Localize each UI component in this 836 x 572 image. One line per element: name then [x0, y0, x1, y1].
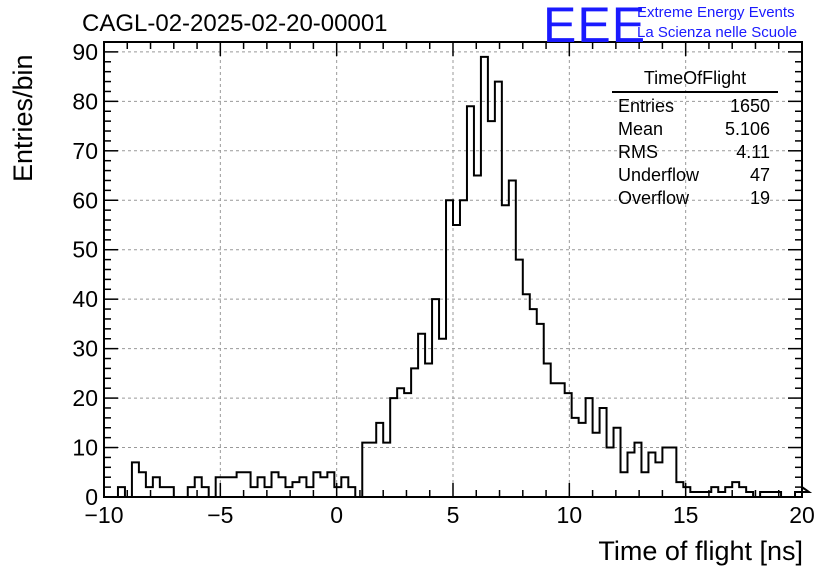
y-tick-label: 40 [72, 286, 98, 312]
stats-value: 47 [749, 165, 770, 185]
stats-box: TimeOfFlight Entries 1650 Mean 5.106 RMS… [612, 68, 778, 210]
stats-label: Mean [618, 119, 664, 139]
y-tick-label: 10 [72, 435, 98, 461]
y-axis-label: Entries/bin [8, 54, 38, 182]
stats-row: Underflow 47 [612, 164, 778, 187]
stats-row: Overflow 19 [612, 187, 778, 210]
stats-label: Entries [618, 96, 675, 116]
stats-title: TimeOfFlight [612, 68, 778, 93]
stats-value: 19 [749, 188, 770, 208]
stats-value: 5.106 [724, 119, 770, 139]
x-axis-label: Time of flight [ns] [598, 536, 803, 566]
histogram-step-line [104, 55, 813, 498]
y-tick-label: 20 [72, 385, 98, 411]
stats-row: Entries 1650 [612, 95, 778, 118]
x-tick-label: 20 [789, 502, 815, 528]
x-tick-label: 5 [447, 502, 460, 528]
y-tick-label: 0 [85, 484, 98, 510]
eee-logo: EEE [543, 0, 647, 53]
y-tick-label: 70 [72, 138, 98, 164]
chart-title: CAGL-02-2025-02-20-00001 [82, 10, 388, 37]
x-tick-label: −10 [84, 502, 123, 528]
stats-value: 1650 [729, 96, 770, 116]
x-tick-label: −5 [207, 502, 233, 528]
stats-value: 4.11 [736, 142, 770, 162]
x-tick-label: 15 [673, 502, 699, 528]
x-tick-label: 10 [557, 502, 583, 528]
stats-row: Mean 5.106 [612, 118, 778, 141]
y-tick-label: 60 [72, 187, 98, 213]
axis-ticks [103, 41, 803, 498]
x-tick-label: 0 [330, 502, 343, 528]
y-tick-label: 30 [72, 336, 98, 362]
stats-label: RMS [618, 142, 658, 162]
tick-labels: −10 −5 0 5 10 15 20 0 10 20 30 40 50 60 70 80 90 [72, 39, 814, 528]
stats-label: Underflow [618, 165, 700, 185]
y-tick-label: 80 [72, 88, 98, 114]
y-tick-label: 50 [72, 237, 98, 263]
stats-row: RMS 4.11 [612, 141, 778, 164]
logo-line-1: Extreme Energy Events [637, 4, 795, 21]
logo-line-2: La Scienza nelle Scuole [637, 24, 798, 41]
y-tick-label: 90 [72, 39, 98, 65]
stats-label: Overflow [618, 188, 690, 208]
